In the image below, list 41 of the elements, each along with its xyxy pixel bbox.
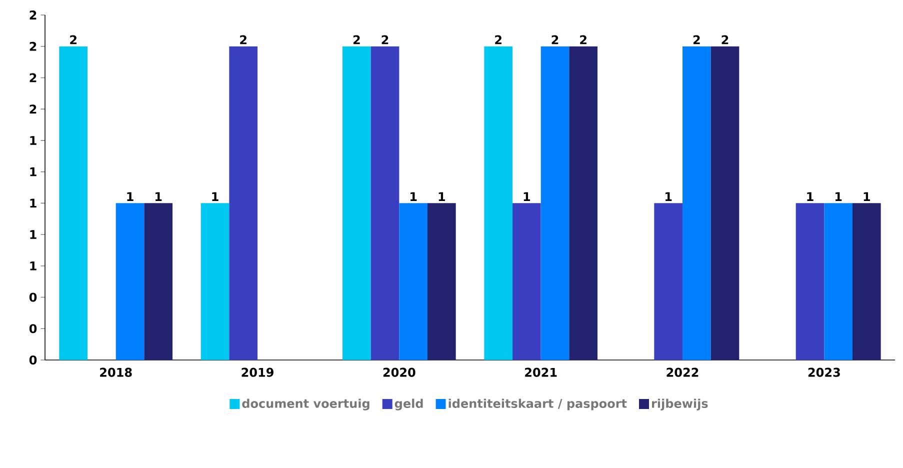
x-tick-label: 2019 <box>242 368 274 377</box>
y-tick-label: 1 <box>30 167 36 176</box>
data-label: 1 <box>212 192 218 201</box>
x-tick-label: 2020 <box>383 368 416 377</box>
y-tick-label: 2 <box>30 104 36 114</box>
y-tick-label: 1 <box>30 136 36 145</box>
legend-label: rijbewijs <box>652 398 708 410</box>
data-label: 2 <box>552 35 558 44</box>
data-label: 1 <box>864 192 870 201</box>
data-label: 1 <box>666 192 672 201</box>
data-label: 2 <box>353 35 360 44</box>
y-tick-label: 2 <box>30 73 36 82</box>
y-tick-label: 1 <box>30 262 36 270</box>
y-tick-label: 2 <box>30 42 36 51</box>
y-tick-label: 1 <box>30 198 36 208</box>
data-label: 1 <box>438 192 446 201</box>
data-label: 1 <box>524 192 530 201</box>
data-label: 2 <box>382 35 388 44</box>
data-label: 1 <box>127 192 134 201</box>
data-label: 1 <box>410 192 417 201</box>
legend-label: document voertuig <box>242 398 370 410</box>
x-tick-label: 2022 <box>666 368 698 377</box>
y-tick-label: 0 <box>29 324 37 334</box>
data-label: 1 <box>156 192 162 201</box>
y-tick-label: 1 <box>30 230 36 239</box>
legend-label: identiteitskaart / paspoort <box>448 398 627 410</box>
x-tick-label: 2021 <box>525 368 557 377</box>
y-tick-label: 0 <box>29 292 37 302</box>
x-tick-label: 2023 <box>808 368 840 377</box>
x-tick-label: 2018 <box>100 368 132 377</box>
legend-label: geld <box>394 398 423 410</box>
data-label: 2 <box>240 35 246 44</box>
data-label: 2 <box>722 35 728 44</box>
data-label: 2 <box>580 35 586 44</box>
y-tick-label: 2 <box>30 10 36 20</box>
data-label: 2 <box>70 35 76 44</box>
data-label: 2 <box>693 35 700 44</box>
y-tick-label: 0 <box>29 355 37 365</box>
data-label: 1 <box>807 192 814 201</box>
data-label: 2 <box>495 35 502 44</box>
data-label: 1 <box>836 192 842 201</box>
